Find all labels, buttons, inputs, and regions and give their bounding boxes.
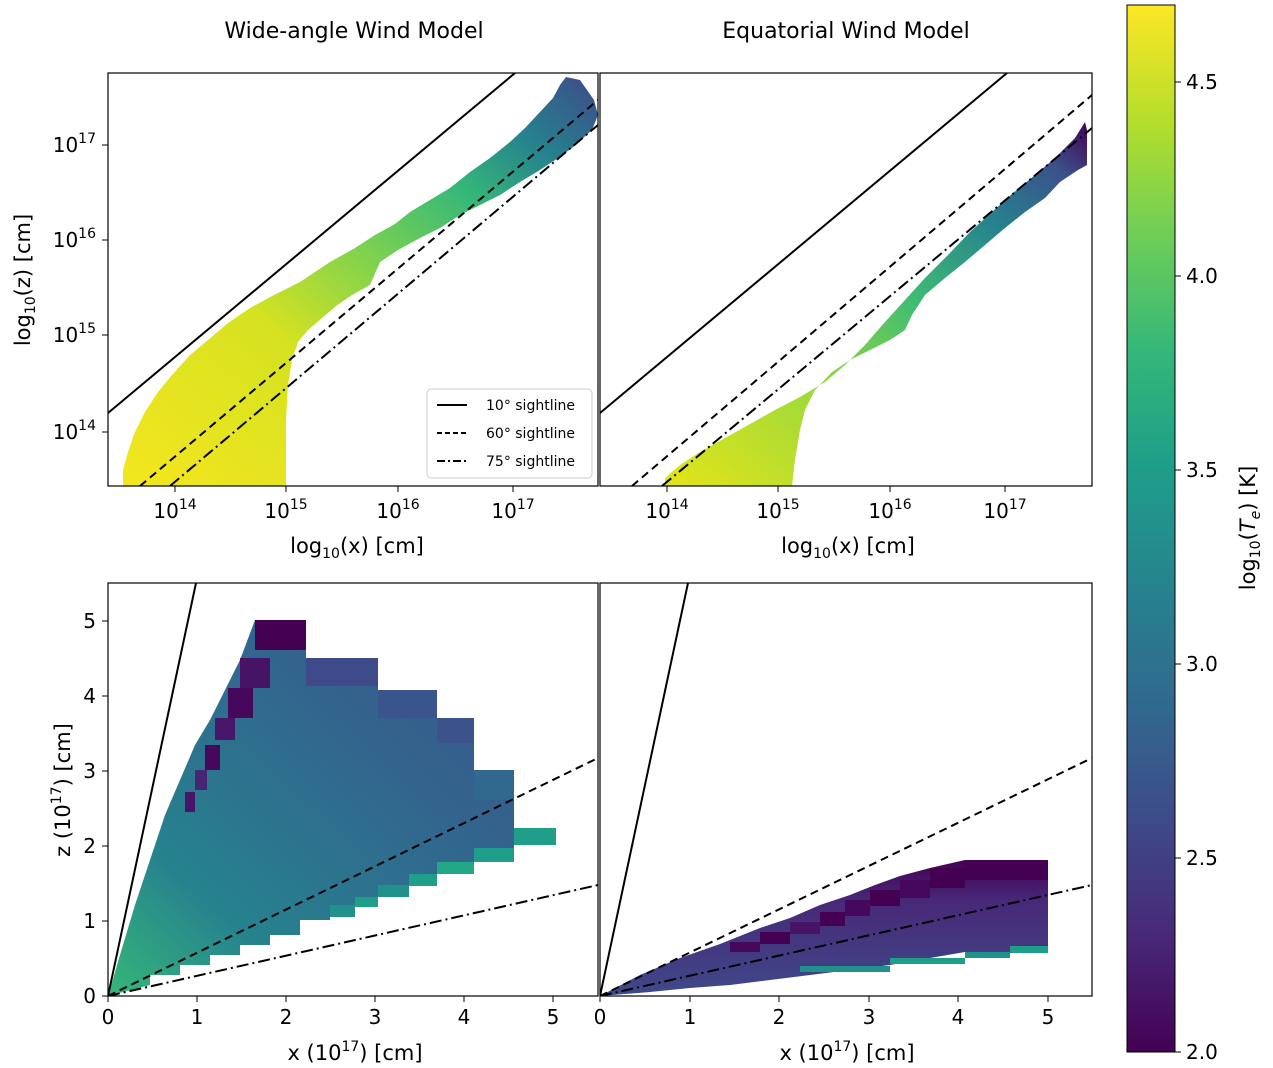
legend-entry-label: 10° sightline bbox=[486, 398, 575, 414]
x-axis-label-bottom-right: x (1017) [cm] bbox=[779, 1039, 914, 1065]
y-ticks-top-left: 1017 1016 1015 1014 bbox=[53, 131, 108, 444]
x-axis-label-bottom-left: x (1017) [cm] bbox=[287, 1039, 422, 1065]
panel-bottom-left: 0 1 2 3 4 5 0 1 2 3 4 5 x (1017) [cm] z … bbox=[49, 582, 599, 1065]
wind-region-top-right bbox=[665, 122, 1087, 486]
x-tick-label: 4 bbox=[458, 1005, 471, 1029]
x-tick-label: 1016 bbox=[868, 497, 911, 523]
colorbar: 2.0 2.5 3.0 3.5 4.0 4.5 log10(Te) [K] bbox=[1126, 4, 1264, 1064]
x-ticks-bottom-left: 0 1 2 3 4 5 bbox=[102, 996, 560, 1029]
sightline-10-top-right bbox=[600, 73, 1008, 414]
x-tick-label: 0 bbox=[102, 1005, 115, 1029]
axes-frame-top-left bbox=[107, 72, 599, 487]
x-tick-label: 1016 bbox=[376, 497, 419, 523]
y-tick-label: 4 bbox=[83, 684, 96, 708]
x-tick-label: 1015 bbox=[264, 497, 307, 523]
x-tick-label: 0 bbox=[594, 1005, 607, 1029]
y-axis-label-top-left: log10(z) [cm] bbox=[11, 214, 39, 346]
sightline-75-bottom-right bbox=[600, 884, 1092, 996]
y-tick-label: 1 bbox=[83, 909, 96, 933]
sightline-10-bottom-left bbox=[108, 583, 197, 996]
x-axis-label-top-left: log10(x) [cm] bbox=[290, 534, 424, 562]
colorbar-tick-label: 2.5 bbox=[1186, 846, 1218, 870]
sightline-60-top-left bbox=[139, 99, 598, 486]
x-tick-label: 1017 bbox=[491, 497, 534, 523]
colorbar-label: log10(Te) [K] bbox=[1236, 466, 1264, 591]
axes-frame-top-right bbox=[599, 72, 1093, 487]
x-ticks-top-left: 1014 1015 1016 1017 bbox=[153, 486, 535, 523]
x-tick-label: 4 bbox=[952, 1005, 965, 1029]
y-tick-label: 0 bbox=[83, 984, 96, 1008]
x-tick-label: 5 bbox=[1042, 1005, 1055, 1029]
x-tick-label: 1017 bbox=[983, 497, 1026, 523]
legend-entry-label: 75° sightline bbox=[486, 454, 575, 470]
x-tick-label: 3 bbox=[863, 1005, 876, 1029]
axes-frame-bottom-left bbox=[107, 582, 599, 997]
y-tick-label: 5 bbox=[83, 609, 96, 633]
y-tick-label: 2 bbox=[83, 834, 96, 858]
y-ticks-bottom-left: 0 1 2 3 4 5 bbox=[83, 609, 108, 1008]
sightline-10-top-left bbox=[108, 73, 516, 414]
colorbar-gradient bbox=[1126, 4, 1176, 1053]
panel-top-right: 1014 1015 1016 1017 log10(x) [cm] bbox=[599, 72, 1093, 562]
sightline-75-bottom-left bbox=[108, 884, 598, 996]
legend: 10° sightline 60° sightline 75° sightlin… bbox=[426, 388, 593, 479]
y-tick-label: 3 bbox=[83, 759, 96, 783]
panel-top-left: 1017 1016 1015 1014 1014 1015 1016 1017 … bbox=[11, 72, 599, 562]
x-tick-label: 1014 bbox=[153, 497, 196, 523]
x-tick-label: 3 bbox=[369, 1005, 382, 1029]
y-axis-label-bottom-left: z (1017) [cm] bbox=[49, 723, 75, 857]
y-tick-label: 1016 bbox=[53, 226, 96, 252]
x-tick-label: 1 bbox=[191, 1005, 204, 1029]
x-ticks-top-right: 1014 1015 1016 1017 bbox=[645, 486, 1027, 523]
panel-bottom-right: 0 1 2 3 4 5 x (1017) [cm] bbox=[594, 582, 1093, 1065]
sightline-60-top-right bbox=[631, 94, 1092, 486]
x-tick-label: 2 bbox=[280, 1005, 293, 1029]
y-tick-label: 1017 bbox=[53, 131, 96, 157]
axes-frame-bottom-right bbox=[599, 582, 1093, 997]
panel-title-left: Wide-angle Wind Model bbox=[224, 19, 483, 44]
x-tick-label: 1014 bbox=[645, 497, 688, 523]
colorbar-tick-label: 4.0 bbox=[1186, 264, 1218, 288]
x-tick-label: 1015 bbox=[756, 497, 799, 523]
colorbar-ticks: 2.0 2.5 3.0 3.5 4.0 4.5 bbox=[1175, 70, 1218, 1064]
wind-cells-bottom-right bbox=[730, 860, 1048, 972]
colorbar-tick-label: 4.5 bbox=[1186, 70, 1218, 94]
sightline-75-top-left bbox=[169, 124, 598, 486]
x-tick-label: 2 bbox=[773, 1005, 786, 1029]
y-tick-label: 1015 bbox=[53, 321, 96, 347]
x-ticks-bottom-right: 0 1 2 3 4 5 bbox=[594, 996, 1055, 1029]
colorbar-tick-label: 3.5 bbox=[1186, 458, 1218, 482]
y-tick-label: 1014 bbox=[53, 418, 96, 444]
wind-cells-bottom-left bbox=[185, 620, 556, 917]
legend-box bbox=[426, 388, 593, 479]
x-axis-label-top-right: log10(x) [cm] bbox=[781, 534, 915, 562]
panel-title-right: Equatorial Wind Model bbox=[722, 19, 969, 44]
colorbar-tick-label: 2.0 bbox=[1186, 1040, 1218, 1064]
wind-region-top-left bbox=[123, 77, 598, 486]
colorbar-tick-label: 3.0 bbox=[1186, 652, 1218, 676]
legend-entry-label: 60° sightline bbox=[486, 426, 575, 442]
sightline-60-bottom-right bbox=[600, 757, 1092, 996]
sightline-10-bottom-right bbox=[600, 583, 689, 996]
sightline-75-top-right bbox=[661, 127, 1092, 486]
x-tick-label: 5 bbox=[547, 1005, 560, 1029]
wind-region-bottom-right bbox=[600, 860, 1048, 996]
x-tick-label: 1 bbox=[684, 1005, 697, 1029]
